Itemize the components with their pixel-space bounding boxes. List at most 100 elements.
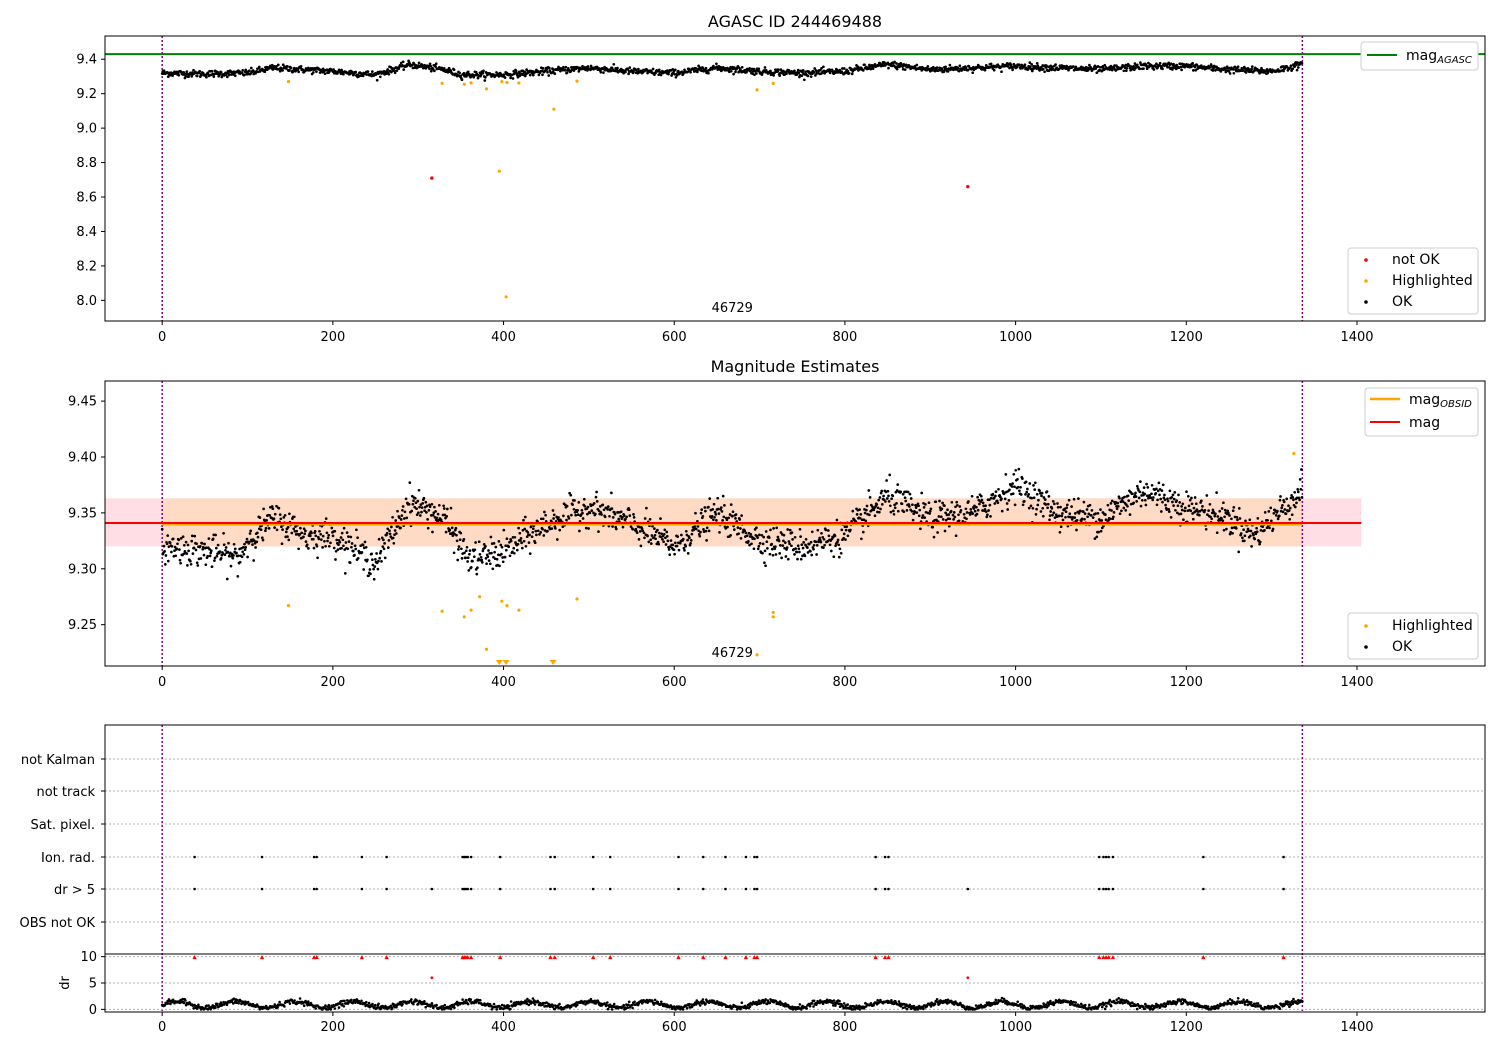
panel-2-ok-point xyxy=(836,538,840,542)
panel-2-ok-point xyxy=(468,549,472,552)
panel-1-ok-point xyxy=(212,75,216,78)
panel-2-ok-point xyxy=(314,534,318,538)
panel-1-not-ok-point xyxy=(430,176,434,180)
panel-2-ok-point xyxy=(372,567,375,571)
panel-3-dr5-point xyxy=(744,887,748,891)
panel-2-ok-point xyxy=(1127,499,1131,502)
p0-x-tick-label: 800 xyxy=(833,330,858,345)
panel-2-ok-point xyxy=(723,504,726,507)
panel-2-ok-point xyxy=(193,534,197,538)
panel-2-ok-point xyxy=(669,539,673,542)
panel-2-ok-point xyxy=(902,510,906,514)
panel-3-dr-point xyxy=(531,997,535,1000)
panel-2-ok-point xyxy=(1040,491,1044,495)
panel-1-ok-point xyxy=(434,62,438,66)
panel-2-ok-point xyxy=(903,496,907,500)
panel-2-ok-point xyxy=(1192,506,1196,510)
panel-2-ok-point xyxy=(191,552,195,555)
panel-2-ok-point xyxy=(1269,506,1273,510)
panel-2-ok-point xyxy=(698,534,702,538)
panel-2-ok-point xyxy=(1069,515,1072,519)
panel-2-ok-point xyxy=(1225,527,1228,531)
panel-3-dr5-point xyxy=(498,887,502,891)
panel-2-ok-point xyxy=(586,512,589,516)
panel-2-ok-point xyxy=(625,515,629,519)
panel-3-dr5-point xyxy=(312,887,316,891)
panel-1-ok-point xyxy=(244,68,248,72)
panel-2-ok-point xyxy=(348,561,352,565)
panel-2-ok-point xyxy=(613,512,617,516)
panel-1-ok-point xyxy=(523,70,527,74)
panel-2-ok-point xyxy=(899,490,903,494)
panel-2-ok-point xyxy=(1181,502,1185,506)
panel-2-ok-point xyxy=(1187,504,1191,508)
panel-2-ok-point xyxy=(210,565,214,569)
panel-2-ok-point xyxy=(176,542,179,546)
panel-1-ok-point xyxy=(185,70,189,73)
panel-2-ok-point xyxy=(480,558,484,562)
panel-2-ok-point xyxy=(297,547,300,551)
panel-2-ok-point xyxy=(179,537,183,540)
panel-2-ok-point xyxy=(696,525,700,528)
panel-2-ok-point xyxy=(756,547,760,551)
panel-2-ok-point xyxy=(581,511,584,515)
panel-2-ok-point xyxy=(1024,480,1028,484)
panel-2-ok-point xyxy=(632,513,635,516)
panel-2-ok-point xyxy=(756,536,759,539)
panel-3-ion-rad-point xyxy=(753,855,756,859)
panel-2-ok-point xyxy=(955,500,959,504)
panel-2-ok-point xyxy=(767,536,771,539)
panel-2-ok-point xyxy=(1204,527,1208,531)
panel-2-ok-point xyxy=(979,494,983,498)
panel-2-ok-point xyxy=(184,540,188,544)
panel-2-ok-point xyxy=(311,537,315,541)
panel-2-ok-point xyxy=(1122,506,1126,510)
panel-2-ok-point xyxy=(1072,497,1076,501)
panel-2-ok-point xyxy=(864,519,868,523)
panel-magnitude-estimates: Magnitude Estimates 9.259.309.359.409.45… xyxy=(68,357,1486,690)
panel-2-ok-point xyxy=(336,548,340,551)
panel-2-ok-point xyxy=(170,550,173,554)
panel-1-y-tick-label: 8.0 xyxy=(76,294,97,309)
panel-2-ok-point xyxy=(820,531,823,535)
panel-2-ok-point xyxy=(1028,482,1032,485)
panel-2-ok-point xyxy=(224,548,227,552)
panel-3-dr-point xyxy=(329,1008,333,1011)
panel-1-ok-point xyxy=(772,74,775,77)
panel-2-ok-point xyxy=(578,529,581,533)
panel-2-ok-point xyxy=(390,525,393,529)
panel-3-dr-point xyxy=(606,1001,609,1004)
panel-2-ok-point xyxy=(165,542,169,546)
panel-1-ok-point xyxy=(602,71,605,74)
panel-3-dr-point xyxy=(526,997,529,1001)
panel-1-ok-point xyxy=(296,68,300,72)
panel-1-ok-point xyxy=(948,63,952,67)
panel-2-ok-point xyxy=(997,487,1000,491)
panel-3-dr-point xyxy=(740,1001,744,1004)
panel-2-ok-point xyxy=(875,503,879,506)
panel-2-ok-point xyxy=(354,547,358,551)
panel-2-ok-point xyxy=(918,508,922,512)
panel-2-ok-point xyxy=(414,501,418,505)
panel-2-ok-point xyxy=(277,506,281,510)
panel-2-ok-point xyxy=(855,513,859,516)
panel-3-dr-point xyxy=(612,1002,616,1006)
panel-2-ok-point xyxy=(778,544,782,547)
panel-3-dr-point xyxy=(488,1002,492,1006)
panel-2-ok-point xyxy=(953,515,957,519)
panel-3-dr-point xyxy=(805,1007,808,1010)
panel-3-dr-point xyxy=(492,1002,496,1006)
panel-2-ok-point xyxy=(712,518,715,522)
panel-2-ok-point xyxy=(1086,515,1089,519)
panel-2-highlighted-point xyxy=(478,595,482,599)
panel-1-ok-point xyxy=(177,73,181,77)
panel-2-ok-point xyxy=(734,513,738,516)
panel-2-ok-point xyxy=(1035,492,1039,496)
panel-1-ok-point xyxy=(871,67,875,70)
panel-2-ok-point xyxy=(1033,481,1037,485)
panel-2-ok-point xyxy=(405,516,409,520)
panel-2-ok-point xyxy=(377,537,381,541)
panel-2-ok-point xyxy=(582,497,586,501)
panel-2-highlighted-point xyxy=(1292,452,1296,456)
